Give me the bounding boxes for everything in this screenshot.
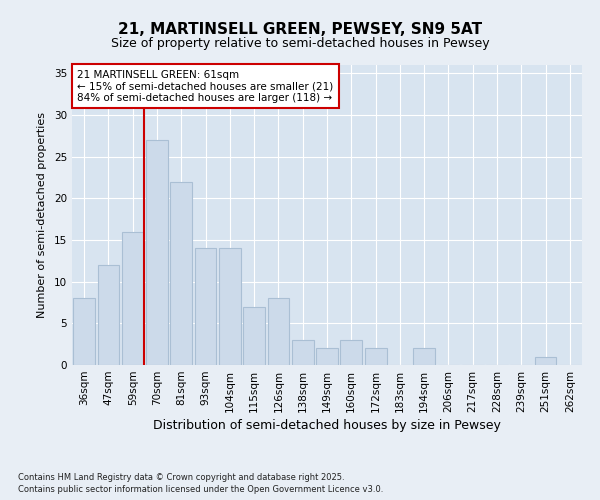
Bar <box>268 298 289 365</box>
Bar <box>122 232 143 365</box>
Bar <box>316 348 338 365</box>
Text: Size of property relative to semi-detached houses in Pewsey: Size of property relative to semi-detach… <box>110 38 490 51</box>
Bar <box>73 298 95 365</box>
Bar <box>194 248 217 365</box>
Bar <box>413 348 435 365</box>
Bar <box>97 265 119 365</box>
Text: Contains HM Land Registry data © Crown copyright and database right 2025.: Contains HM Land Registry data © Crown c… <box>18 472 344 482</box>
Bar <box>340 340 362 365</box>
Text: 21 MARTINSELL GREEN: 61sqm
← 15% of semi-detached houses are smaller (21)
84% of: 21 MARTINSELL GREEN: 61sqm ← 15% of semi… <box>77 70 334 102</box>
Bar <box>292 340 314 365</box>
X-axis label: Distribution of semi-detached houses by size in Pewsey: Distribution of semi-detached houses by … <box>153 419 501 432</box>
Bar <box>219 248 241 365</box>
Bar <box>170 182 192 365</box>
Text: 21, MARTINSELL GREEN, PEWSEY, SN9 5AT: 21, MARTINSELL GREEN, PEWSEY, SN9 5AT <box>118 22 482 38</box>
Bar <box>146 140 168 365</box>
Text: Contains public sector information licensed under the Open Government Licence v3: Contains public sector information licen… <box>18 485 383 494</box>
Bar <box>243 306 265 365</box>
Bar <box>535 356 556 365</box>
Bar <box>365 348 386 365</box>
Y-axis label: Number of semi-detached properties: Number of semi-detached properties <box>37 112 47 318</box>
